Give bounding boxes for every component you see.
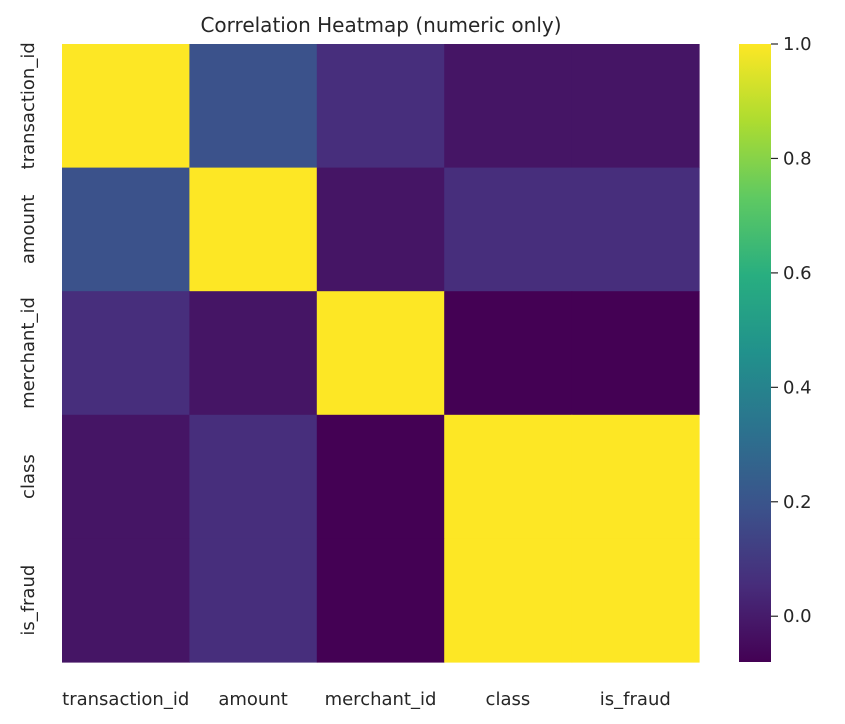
x-tick-label: is_fraud: [600, 689, 671, 710]
heatmap-cell-merchant_id-transaction_id: [62, 291, 190, 416]
colorbar-tick-label: 0.4: [783, 377, 812, 398]
colorbar-ticks: 0.0 0.2 0.4 0.6 0.8 1.0: [771, 34, 812, 627]
colorbar: [739, 44, 771, 662]
colorbar-tick-label: 0.8: [783, 148, 812, 169]
heatmap-cell-is_fraud-transaction_id: [62, 538, 190, 663]
heatmap-cell-is_fraud-is_fraud: [571, 538, 700, 663]
heatmap-cell-amount-merchant_id: [316, 167, 445, 292]
x-tick-label: merchant_id: [325, 689, 437, 710]
y-tick-label: transaction_id: [18, 42, 39, 169]
heatmap-cell-transaction_id-merchant_id: [316, 44, 445, 169]
x-tick-label: amount: [218, 689, 287, 710]
colorbar-tick-label: 1.0: [783, 34, 812, 55]
y-tick-label: class: [18, 454, 39, 499]
heatmap-cell-transaction_id-class: [444, 44, 573, 169]
heatmap-cell-merchant_id-merchant_id: [316, 291, 445, 416]
colorbar-tick-label: 0.0: [783, 606, 812, 627]
x-tick-label: class: [486, 689, 531, 710]
y-tick-label: merchant_id: [18, 297, 39, 409]
heatmap-cell-class-amount: [189, 414, 318, 539]
heatmap-cells: [62, 44, 700, 663]
heatmap-cell-amount-transaction_id: [62, 167, 190, 292]
heatmap-cell-amount-amount: [189, 167, 318, 292]
chart-title: Correlation Heatmap (numeric only): [200, 13, 561, 37]
heatmap-cell-merchant_id-amount: [189, 291, 318, 416]
colorbar-tick-label: 0.6: [783, 263, 812, 284]
heatmap-cell-amount-class: [444, 167, 573, 292]
heatmap-cell-class-class: [444, 414, 573, 539]
heatmap-cell-is_fraud-merchant_id: [316, 538, 445, 663]
heatmap-cell-amount-is_fraud: [571, 167, 700, 292]
y-tick-label: is_fraud: [18, 565, 39, 636]
heatmap-cell-class-transaction_id: [62, 414, 190, 539]
heatmap-cell-is_fraud-class: [444, 538, 573, 663]
heatmap-cell-transaction_id-amount: [189, 44, 318, 169]
heatmap-cell-transaction_id-is_fraud: [571, 44, 700, 169]
heatmap-cell-merchant_id-class: [444, 291, 573, 416]
colorbar-tick-label: 0.2: [783, 492, 812, 513]
heatmap-cell-is_fraud-amount: [189, 538, 318, 663]
heatmap-cell-merchant_id-is_fraud: [571, 291, 700, 416]
x-tick-labels: transaction_id amount merchant_id class is_f…: [62, 689, 671, 710]
x-tick-label: transaction_id: [62, 689, 189, 710]
heatmap-cell-class-merchant_id: [316, 414, 445, 539]
colorbar-gradient: [739, 44, 771, 662]
heatmap-cell-transaction_id-transaction_id: [62, 44, 190, 169]
y-tick-label: amount: [18, 195, 39, 264]
heatmap-cell-class-is_fraud: [571, 414, 700, 539]
